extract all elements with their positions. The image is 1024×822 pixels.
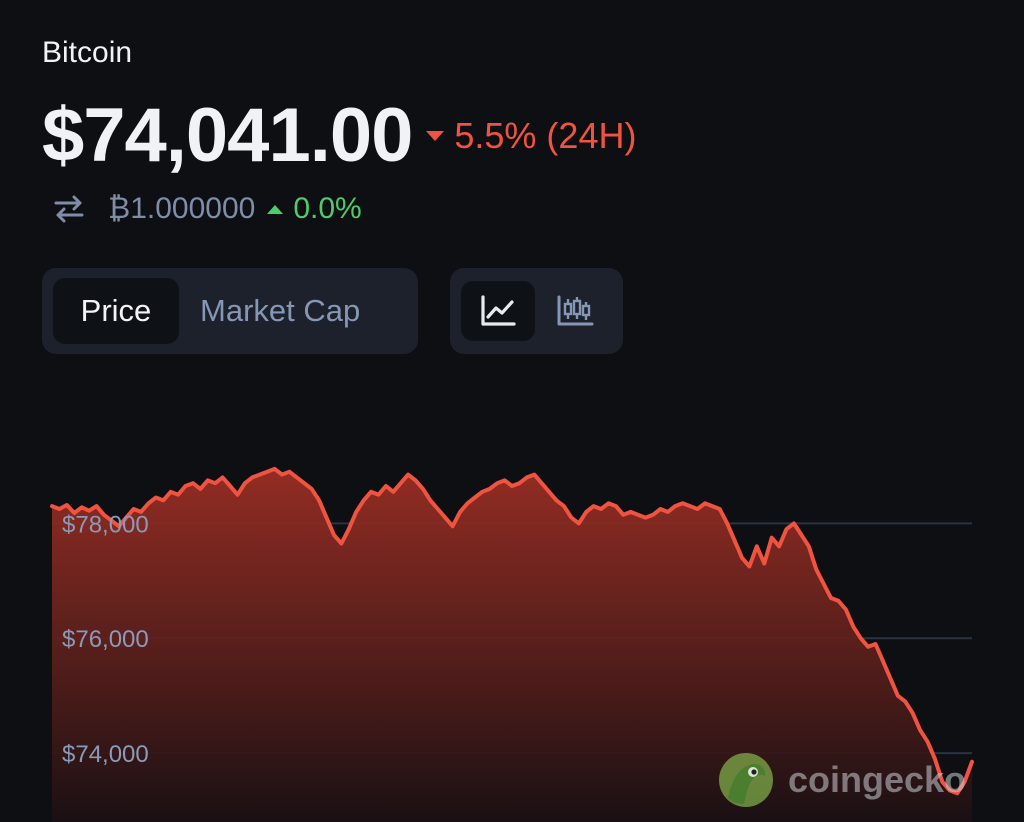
btc-change: 0.0% — [267, 192, 362, 226]
price-row: $74,041.00 5.5% (24H) — [42, 92, 636, 179]
y-tick-label: $78,000 — [62, 511, 149, 538]
watermark-text: coingecko — [788, 759, 967, 800]
btc-conversion-row: ₿1.000000 0.0% — [52, 192, 362, 226]
price-area — [52, 468, 972, 822]
candlestick-view-button[interactable] — [538, 281, 612, 341]
chart-view-toggle — [450, 268, 623, 354]
change-24h-value: 5.5% (24H) — [454, 114, 637, 156]
line-chart-icon — [481, 295, 516, 326]
btc-change-value: 0.0% — [293, 192, 362, 225]
chart-type-tabs: Price Market Cap — [42, 268, 418, 354]
triangle-down-icon — [426, 130, 445, 141]
price-chart[interactable]: $78,000 $76,000 $74,000 — [0, 420, 1024, 822]
tab-market-cap[interactable]: Market Cap — [200, 293, 361, 328]
candlestick-icon — [557, 295, 594, 326]
coin-name: Bitcoin — [42, 36, 133, 69]
y-tick-label: $74,000 — [62, 741, 149, 768]
btc-value: ₿1.000000 — [108, 192, 256, 225]
current-price: $74,041.00 — [42, 93, 413, 178]
triangle-up-icon — [267, 204, 284, 214]
tab-price[interactable]: Price — [53, 278, 179, 344]
change-24h: 5.5% (24H) — [426, 115, 636, 157]
coingecko-watermark: coingecko — [718, 752, 966, 808]
y-tick-label: $76,000 — [62, 626, 149, 653]
price-line — [50, 466, 974, 796]
line-view-button[interactable] — [461, 281, 535, 341]
swap-arrows-icon[interactable] — [52, 192, 86, 226]
gecko-logo-icon — [719, 753, 773, 807]
